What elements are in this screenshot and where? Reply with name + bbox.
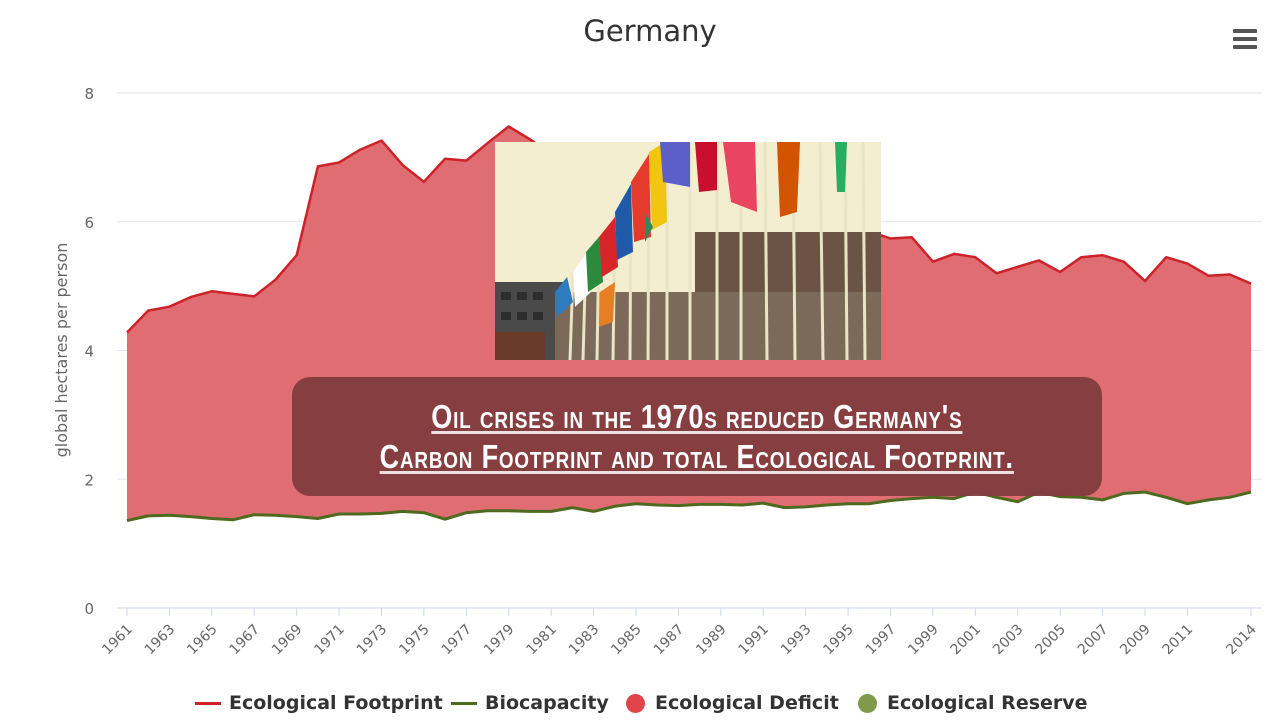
legend-label: Biocapacity [485,692,609,714]
x-tick-label: 1979 [481,622,518,659]
x-tick-label: 1963 [142,622,179,659]
x-tick-label: 1965 [184,622,221,659]
x-tick-label: 2011 [1160,622,1197,659]
chart-title: Germany [583,14,717,48]
chart-legend: Ecological Footprint Biocapacity Ecologi… [0,688,1280,718]
x-tick-label: 1997 [863,622,900,659]
hamburger-menu-icon[interactable] [1231,27,1259,53]
y-tick-label: 8 [84,85,94,103]
legend-label: Ecological Deficit [655,692,839,714]
x-tick-label: 1969 [269,622,306,659]
x-tick-label: 2001 [948,622,985,659]
x-tick-label: 1987 [651,622,688,659]
legend-dot-deficit-icon [626,693,645,713]
y-axis-label: global hectares per person [52,243,71,458]
x-tick-label: 1977 [439,622,476,659]
x-tick-label: 1993 [778,622,815,659]
x-tick-label: 1985 [608,622,645,659]
x-tick-label: 1961 [99,622,136,659]
caption-line-1: Oil crises in the 1970s reduced Germany'… [431,397,963,435]
x-tick-label: 1981 [523,622,560,659]
x-tick-label: 1967 [227,622,264,659]
legend-line-footprint-icon [195,701,221,705]
legend-dot-reserve-icon [858,693,877,713]
caption-box: Oil crises in the 1970s reduced Germany'… [292,377,1102,496]
x-tick-label: 2014 [1223,621,1260,658]
flags-photo [495,142,881,360]
x-tick-label: 1983 [566,622,603,659]
x-tick-label: 1971 [311,622,348,659]
x-tick-label: 2007 [1075,622,1112,659]
y-tick-label: 6 [84,214,94,232]
biocapacity-line [126,490,1252,522]
y-tick-label: 0 [84,600,94,618]
x-tick-label: 1989 [693,622,730,659]
caption-line-2: Carbon Footprint and total Ecological Fo… [379,437,1015,475]
x-tick-label: 2009 [1117,622,1154,659]
x-tick-label: 1995 [820,622,857,659]
x-tick-label: 1991 [736,622,773,659]
x-tick-label: 1973 [354,622,391,659]
legend-label: Ecological Footprint [229,692,443,714]
below-biocapacity-area [127,492,1251,608]
x-tick-label: 2003 [990,622,1027,659]
x-tick-label: 1975 [396,622,433,659]
x-tick-label: 2005 [1032,622,1069,659]
y-tick-label: 4 [84,343,94,361]
legend-ecological-deficit[interactable]: Ecological Deficit [626,688,839,718]
legend-ecological-footprint[interactable]: Ecological Footprint [195,688,443,718]
legend-ecological-reserve[interactable]: Ecological Reserve [858,688,1088,718]
legend-biocapacity[interactable]: Biocapacity [451,688,609,718]
legend-line-biocapacity-icon [451,701,477,705]
legend-label: Ecological Reserve [887,692,1088,714]
x-tick-label: 1999 [905,622,942,659]
y-tick-label: 2 [84,471,94,489]
